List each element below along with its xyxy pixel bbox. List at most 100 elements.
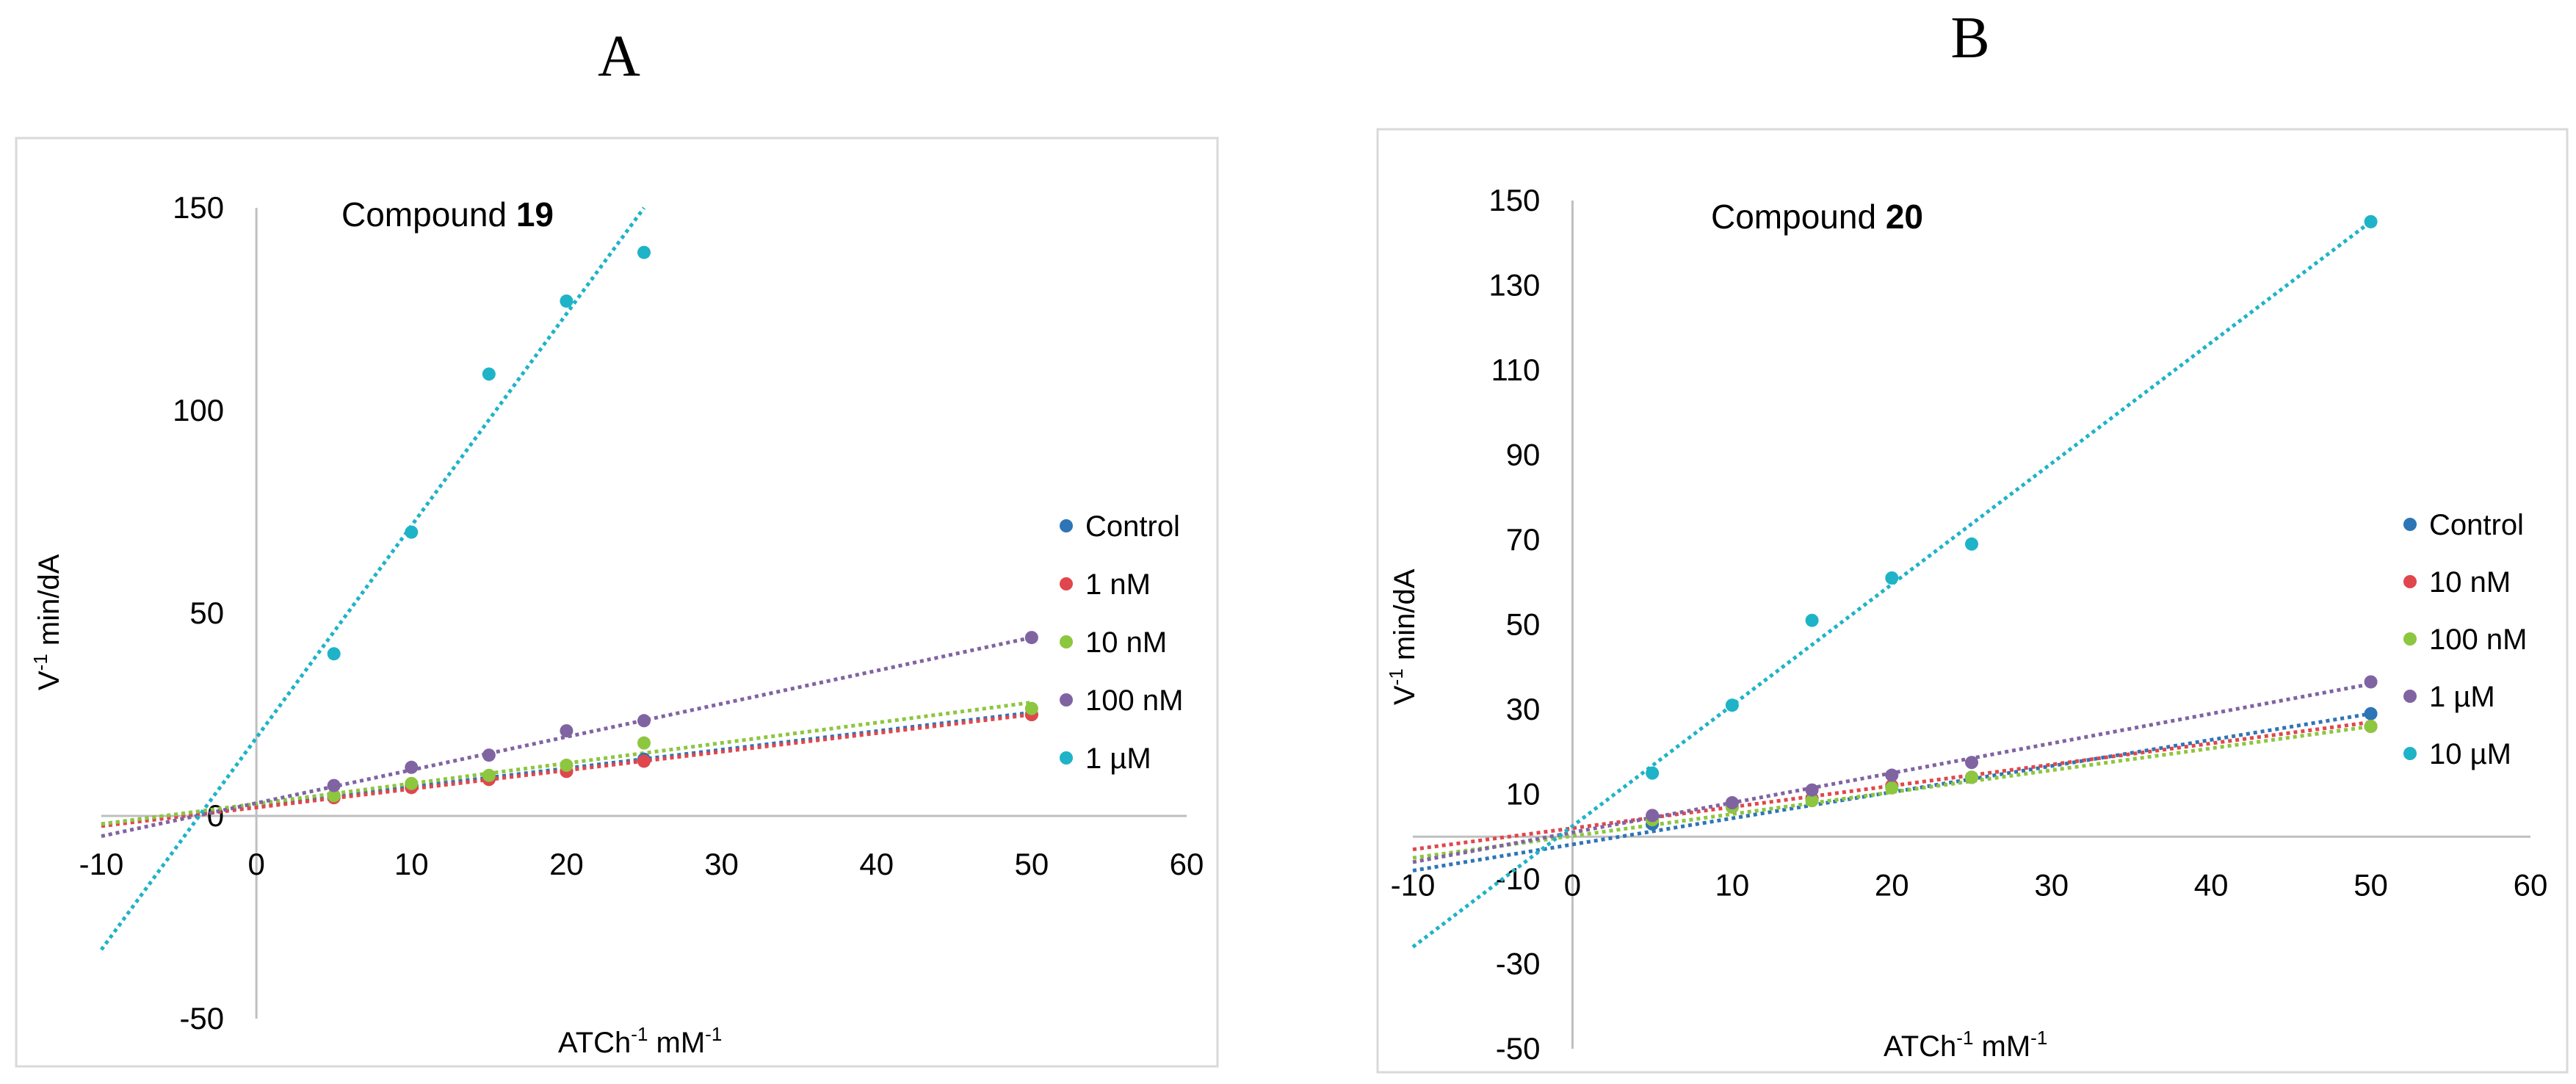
trendline: [101, 712, 1032, 828]
legend-label: 10 nM: [2429, 566, 2511, 599]
data-point: [1805, 613, 1819, 627]
chart-b-frame: [1376, 128, 2569, 1074]
data-point: [1024, 701, 1038, 715]
legend-label: Control: [2429, 509, 2524, 541]
y-tick-label: -50: [179, 1001, 224, 1036]
x-tick-label: 10: [1715, 867, 1749, 902]
data-point: [637, 736, 651, 750]
legend-label: 10 µM: [2429, 738, 2511, 770]
chart-b-legend: Control 10 nM 100 nM 1 µM 10 µM: [2403, 509, 2527, 770]
chart-b-points: [1646, 214, 2378, 831]
data-point: [327, 778, 341, 792]
chart-b-compound-number: 20: [1886, 198, 1923, 236]
data-point: [1725, 796, 1739, 810]
legend-marker: [2403, 518, 2417, 531]
data-point: [2364, 675, 2378, 689]
chart-b-compound-title: Compound 20: [1711, 198, 1923, 236]
trendline: [1411, 220, 2373, 949]
data-point: [1725, 698, 1739, 712]
y-tick-label: 30: [1506, 692, 1541, 726]
trendline: [99, 206, 646, 951]
legend-marker: [1060, 519, 1073, 532]
y-tick-label: -50: [1496, 1031, 1541, 1066]
y-tick-label: 10: [1506, 777, 1541, 812]
chart-b-x-axis-title: ATCh-1 mM-1: [1884, 1027, 2047, 1063]
data-point: [560, 724, 574, 738]
x-tick-label: 20: [1875, 867, 1909, 902]
data-point: [482, 768, 496, 782]
data-point: [1965, 756, 1978, 770]
chart-a-trendlines: [99, 206, 1032, 951]
y-tick-label: 100: [173, 393, 224, 427]
data-point: [482, 748, 496, 762]
data-point: [1885, 781, 1899, 795]
y-tick-label: 70: [1506, 522, 1541, 557]
legend-label: Control: [1085, 510, 1180, 543]
legend-marker: [1060, 635, 1073, 648]
y-tick-label: -30: [1496, 947, 1541, 981]
chart-a-x-ticks: -10 0 10 20 30 40 50 60: [79, 847, 1204, 881]
data-point: [637, 754, 651, 768]
panel-label-a: A: [598, 24, 640, 89]
chart-a-legend: Control 1 nM 10 nM 100 nM 1 µM: [1060, 510, 1183, 775]
data-point: [1885, 768, 1899, 782]
x-tick-label: 20: [549, 847, 584, 881]
trendline: [101, 700, 1032, 826]
legend-marker: [2403, 747, 2417, 760]
legend-marker: [1060, 751, 1073, 765]
x-tick-label: 10: [394, 847, 429, 881]
y-tick-label: 110: [1491, 353, 1540, 387]
legend-label: 1 µM: [2429, 681, 2495, 713]
legend-marker: [2403, 575, 2417, 588]
data-point: [560, 759, 574, 772]
x-tick-label: 50: [1014, 847, 1049, 881]
data-point: [327, 789, 341, 803]
x-tick-label: 40: [859, 847, 894, 881]
x-tick-label: 60: [2514, 867, 2548, 902]
legend-label: 100 nM: [2429, 624, 2527, 656]
data-point: [405, 525, 419, 539]
chart-a-points: [327, 245, 1038, 805]
legend-label: 1 µM: [1085, 742, 1151, 775]
x-tick-label: 40: [2194, 867, 2229, 902]
chart-a-y-axis-title: V-1 min/dA: [29, 554, 65, 690]
data-point: [637, 245, 651, 259]
data-point: [405, 776, 419, 790]
x-tick-label: 50: [2354, 867, 2388, 902]
data-point: [482, 367, 496, 381]
y-tick-label: 90: [1506, 438, 1541, 472]
x-tick-label: -10: [1391, 867, 1436, 902]
chart-a-compound-title: Compound 19: [341, 195, 554, 234]
chart-b-x-ticks: -10 0 10 20 30 40 50 60: [1391, 867, 2548, 902]
data-point: [560, 294, 574, 308]
y-tick-label: 130: [1488, 268, 1540, 303]
y-tick-label: 150: [173, 190, 224, 225]
legend-marker: [2403, 690, 2417, 703]
data-point: [1885, 571, 1899, 585]
x-tick-label: 60: [1170, 847, 1204, 881]
data-point: [1646, 766, 1660, 780]
legend-label: 1 nM: [1085, 568, 1151, 601]
y-tick-label: 50: [1506, 607, 1541, 642]
data-point: [405, 760, 419, 774]
chart-a: -10 0 10 20 30 40 50 60 -50 0 50 100 150 Control 1 n…: [79, 190, 1204, 1036]
x-tick-label: 0: [1564, 867, 1581, 902]
data-point: [1965, 770, 1978, 784]
legend-marker: [1060, 577, 1073, 590]
chart-a-compound-number: 19: [516, 195, 554, 234]
y-tick-label: 50: [189, 596, 224, 630]
panel-label-b: B: [1950, 6, 1989, 71]
legend-label: 100 nM: [1085, 684, 1183, 717]
chart-b-y-axis-title: V-1 min/dA: [1385, 568, 1421, 705]
data-point: [1805, 794, 1819, 808]
y-tick-label: 0: [207, 798, 224, 833]
y-tick-label: 150: [1488, 183, 1540, 217]
chart-a-axes: [101, 208, 1187, 1019]
x-tick-label: 30: [704, 847, 739, 881]
chart-b: -10 0 10 20 30 40 50 60 -50 -30 -10 10 30 50 70 90 110 1…: [1391, 183, 2548, 1066]
data-point: [2364, 707, 2378, 720]
data-point: [1024, 631, 1038, 645]
chart-b-axes: [1413, 200, 2530, 1049]
